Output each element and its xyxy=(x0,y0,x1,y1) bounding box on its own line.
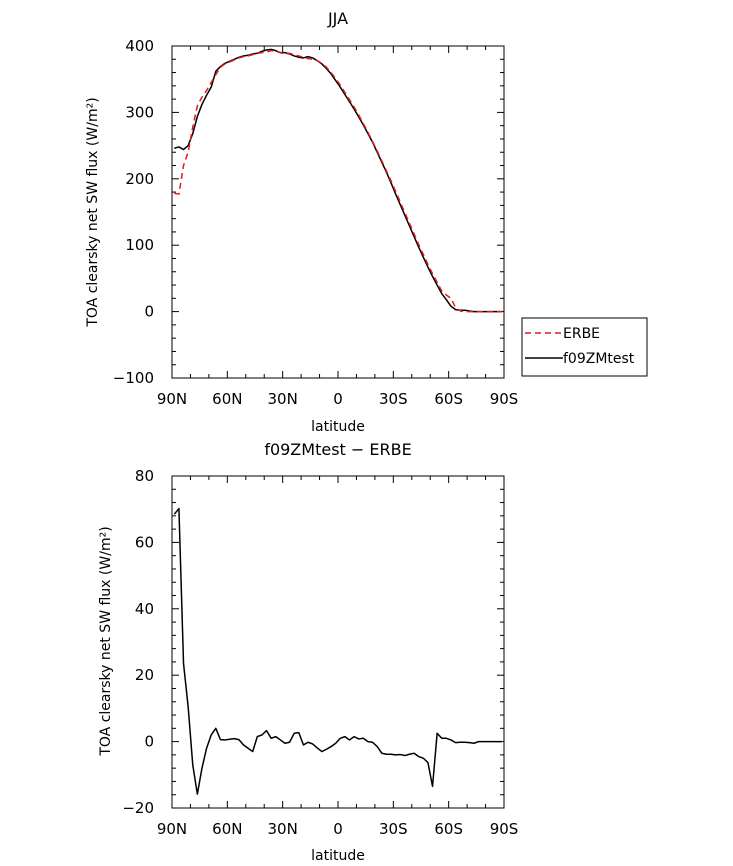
top-y-tick-label: 300 xyxy=(125,103,154,121)
bottom-x-tick-label: 0 xyxy=(333,820,343,838)
bottom-difference-series-line xyxy=(173,507,502,795)
bottom-plot-frame xyxy=(171,475,505,809)
bottom-chart-panel: f09ZMtest − ERBE 90N 60N 30N 0 30S 60S 90S −20 0… xyxy=(98,440,518,864)
top-x-tick-label: 60S xyxy=(434,390,463,408)
top-y-axis-label: TOA clearsky net SW flux (W/m²) xyxy=(85,97,101,327)
bottom-x-tick-label: 60S xyxy=(434,820,463,838)
top-x-tick-label: 30N xyxy=(268,390,298,408)
bottom-chart-title: f09ZMtest − ERBE xyxy=(264,440,411,459)
top-x-tick-label: 30S xyxy=(379,390,408,408)
bottom-x-tick-label: 90N xyxy=(157,820,187,838)
top-x-tick-label: 60N xyxy=(212,390,242,408)
top-x-tick-label: 90S xyxy=(490,390,519,408)
top-y-tick-label: −100 xyxy=(113,369,154,387)
bottom-y-tick-label: 60 xyxy=(135,533,154,551)
bottom-y-axis-label: TOA clearsky net SW flux (W/m²) xyxy=(98,526,114,756)
bottom-x-tick-label: 30N xyxy=(268,820,298,838)
top-y-tick-label: 0 xyxy=(144,303,154,321)
legend: ERBE f09ZMtest xyxy=(521,317,648,377)
legend-erbe-label: ERBE xyxy=(563,326,600,342)
top-y-tick-label: 100 xyxy=(125,236,154,254)
bottom-x-tick-label: 60N xyxy=(212,820,242,838)
top-chart-title: JJA xyxy=(327,9,348,28)
legend-box xyxy=(521,317,648,377)
top-x-tick-label: 90N xyxy=(157,390,187,408)
bottom-x-tick-label: 90S xyxy=(490,820,519,838)
top-y-tick-label: 400 xyxy=(125,37,154,55)
top-plot-frame xyxy=(171,45,505,379)
bottom-y-tick-label: 80 xyxy=(135,467,154,485)
top-y-tick-label: 200 xyxy=(125,170,154,188)
bottom-y-tick-label: 40 xyxy=(135,600,154,618)
top-erbe-series-line xyxy=(174,49,502,313)
bottom-y-tick-label: −20 xyxy=(122,799,154,817)
top-chart-panel: JJA 90N 60N 30N 0 30S 60S 90S −100 0 100 200 300 400… xyxy=(85,9,648,435)
top-x-tick-label: 0 xyxy=(333,390,343,408)
bottom-y-tick-label: 0 xyxy=(144,733,154,751)
legend-model-label: f09ZMtest xyxy=(563,351,635,367)
bottom-x-axis-label: latitude xyxy=(311,848,365,864)
bottom-y-tick-label: 20 xyxy=(135,666,154,684)
bottom-x-tick-label: 30S xyxy=(379,820,408,838)
top-f09zmtest-series-line xyxy=(174,48,502,313)
top-x-axis-label: latitude xyxy=(311,419,365,435)
